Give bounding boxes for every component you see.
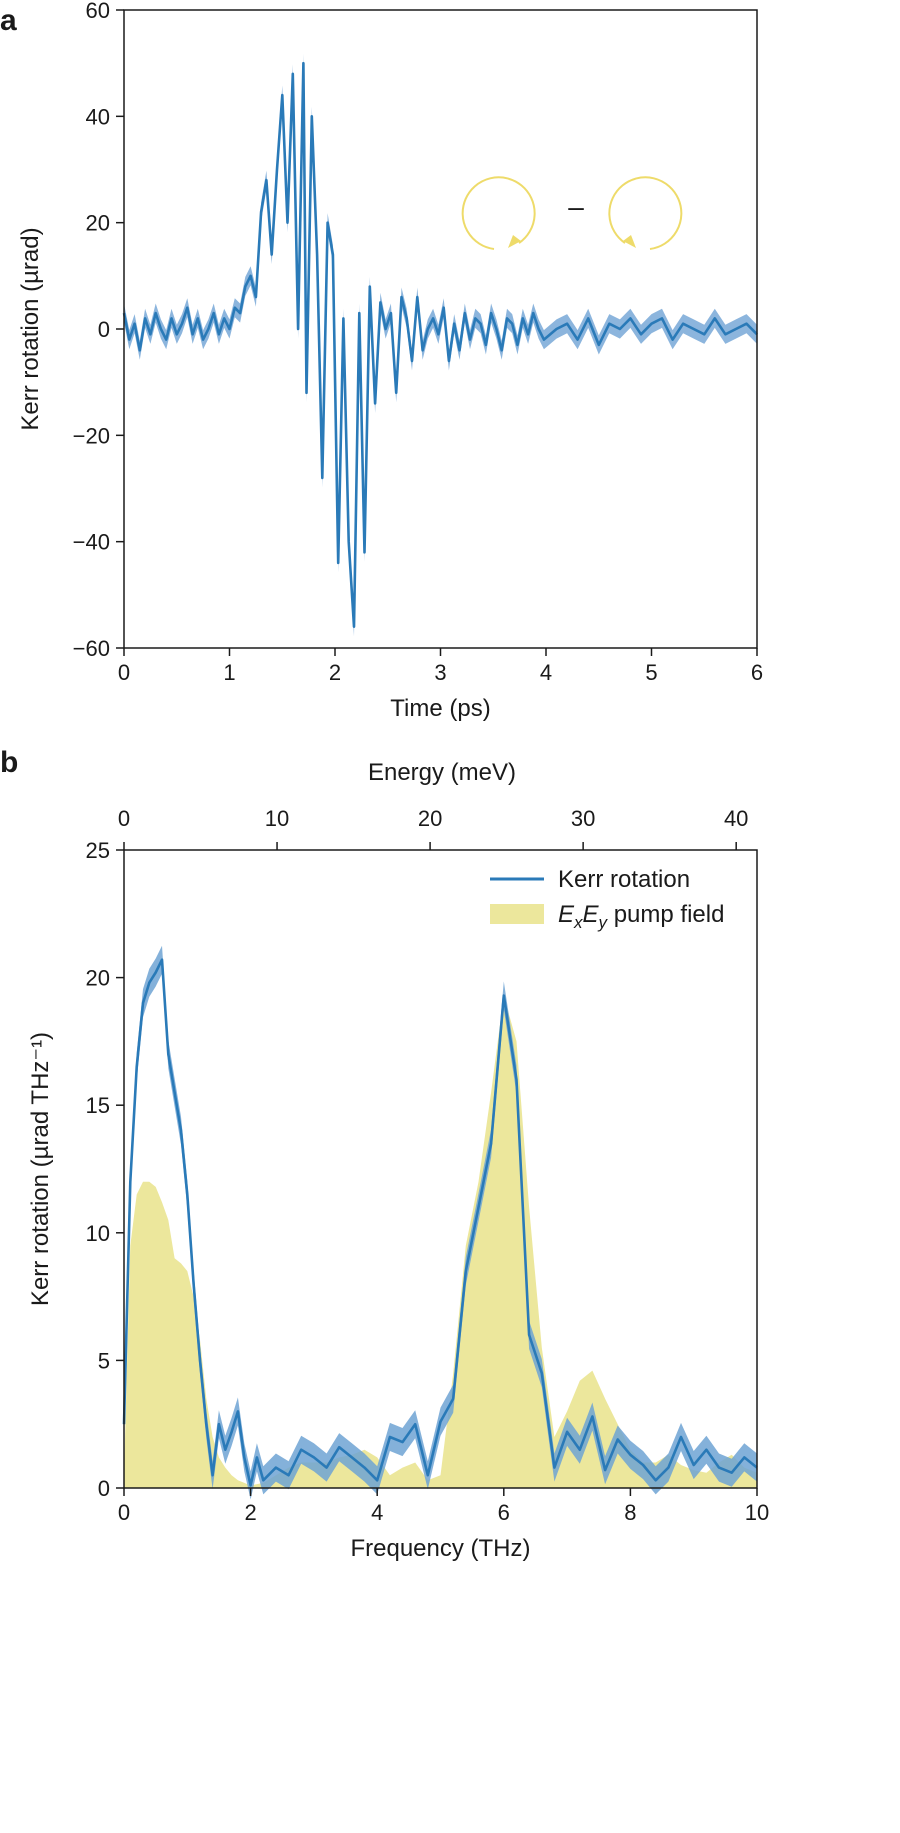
- panel-b-y-axis-title: Kerr rotation (µrad THz⁻¹): [27, 1032, 54, 1306]
- y-tick-label: 60: [86, 0, 110, 23]
- top-tick-label: 0: [118, 806, 130, 831]
- y-tick-label: 0: [98, 1476, 110, 1501]
- kerr-spectrum-band: [124, 945, 757, 1500]
- top-tick-label: 20: [418, 806, 442, 831]
- panel-b-error-band: [124, 945, 757, 1500]
- legend-kerr-label: Kerr rotation: [558, 866, 690, 893]
- panel-a-x-ticks: 0 1 2 3 4 5 6: [118, 648, 763, 685]
- counterclockwise-polarization-icon: [608, 176, 683, 250]
- x-tick-label: 0: [118, 660, 130, 685]
- y-tick-label: 20: [86, 966, 110, 991]
- panel-a-letter: a: [0, 4, 17, 37]
- top-tick-label: 40: [724, 806, 748, 831]
- x-tick-label: 5: [645, 660, 657, 685]
- x-tick-label: 2: [329, 660, 341, 685]
- panel-a-y-ticks: −60 −40 −20 0 20 40 60: [73, 0, 124, 661]
- y-tick-label: 0: [98, 317, 110, 342]
- legend-pump-sub-x: x: [573, 913, 583, 932]
- panel-b-letter: b: [0, 746, 18, 779]
- x-tick-label: 6: [751, 660, 763, 685]
- y-tick-label: −40: [73, 530, 110, 555]
- y-tick-label: 5: [98, 1348, 110, 1373]
- x-tick-label: 3: [434, 660, 446, 685]
- panel-a-error-band: [124, 53, 757, 637]
- x-tick-label: 2: [244, 1500, 256, 1525]
- legend-pump-swatch: [490, 904, 544, 924]
- panel-b-top-axis-title: Energy (meV): [368, 759, 516, 786]
- y-tick-label: −60: [73, 636, 110, 661]
- legend-pump-e2: E: [583, 901, 600, 928]
- panel-b-pump-field-area: [124, 995, 757, 1488]
- y-tick-label: 15: [86, 1093, 110, 1118]
- kerr-spectrum-line: [122, 958, 758, 1487]
- top-tick-label: 30: [571, 806, 595, 831]
- x-tick-label: 0: [118, 1500, 130, 1525]
- legend-pump-sub-y: y: [598, 913, 609, 932]
- x-tick-label: 1: [223, 660, 235, 685]
- panel-b-plot-frame: [123, 849, 758, 1489]
- panel-a-y-axis-title: Kerr rotation (µrad): [17, 227, 44, 430]
- legend-pump-label: ExEy pump field: [558, 901, 724, 932]
- legend-pump-suffix: pump field: [607, 901, 724, 928]
- y-tick-label: 20: [86, 211, 110, 236]
- y-tick-label: −20: [73, 423, 110, 448]
- panel-b-x-axis-title: Frequency (THz): [350, 1535, 530, 1562]
- x-tick-label: 4: [371, 1500, 383, 1525]
- panel-b-x-ticks: 0 2 4 6 8 10: [118, 1488, 769, 1525]
- panel-b-legend: Kerr rotation ExEy pump field: [490, 866, 724, 932]
- y-tick-label: 40: [86, 104, 110, 129]
- pump-field-area: [124, 995, 757, 1488]
- kerr-time-trace: [122, 61, 758, 628]
- polarization-inset: –: [461, 176, 683, 250]
- y-tick-label: 25: [86, 838, 110, 863]
- panel-b-y-ticks: 0 5 10 15 20 25: [86, 838, 124, 1501]
- x-tick-label: 10: [745, 1500, 769, 1525]
- x-tick-label: 6: [498, 1500, 510, 1525]
- clockwise-polarization-icon: [461, 176, 536, 250]
- panel-b-top-x-ticks: 0 10 20 30 40: [118, 806, 748, 850]
- top-tick-label: 10: [265, 806, 289, 831]
- counterclockwise-arrowhead-icon: [623, 235, 636, 248]
- x-tick-label: 4: [540, 660, 552, 685]
- kerr-error-band: [124, 53, 757, 637]
- panel-b: b 0 2 4 6 8 10 0 5 10 15 20 25 0 10 20 30 40 Frequency…: [0, 746, 769, 1562]
- panel-a: a 0 1 2 3 4 5 6 −60 −40 −20 0 20 40 60 Time (ps) Ker…: [0, 0, 763, 722]
- panel-a-kerr-line: [122, 61, 758, 628]
- panel-a-x-axis-title: Time (ps): [390, 695, 490, 722]
- clockwise-arrowhead-icon: [508, 235, 521, 248]
- y-tick-label: 10: [86, 1221, 110, 1246]
- legend-pump-e1: E: [558, 901, 575, 928]
- difference-minus-sign: –: [568, 191, 584, 222]
- panel-b-kerr-line: [122, 958, 758, 1487]
- x-tick-label: 8: [624, 1500, 636, 1525]
